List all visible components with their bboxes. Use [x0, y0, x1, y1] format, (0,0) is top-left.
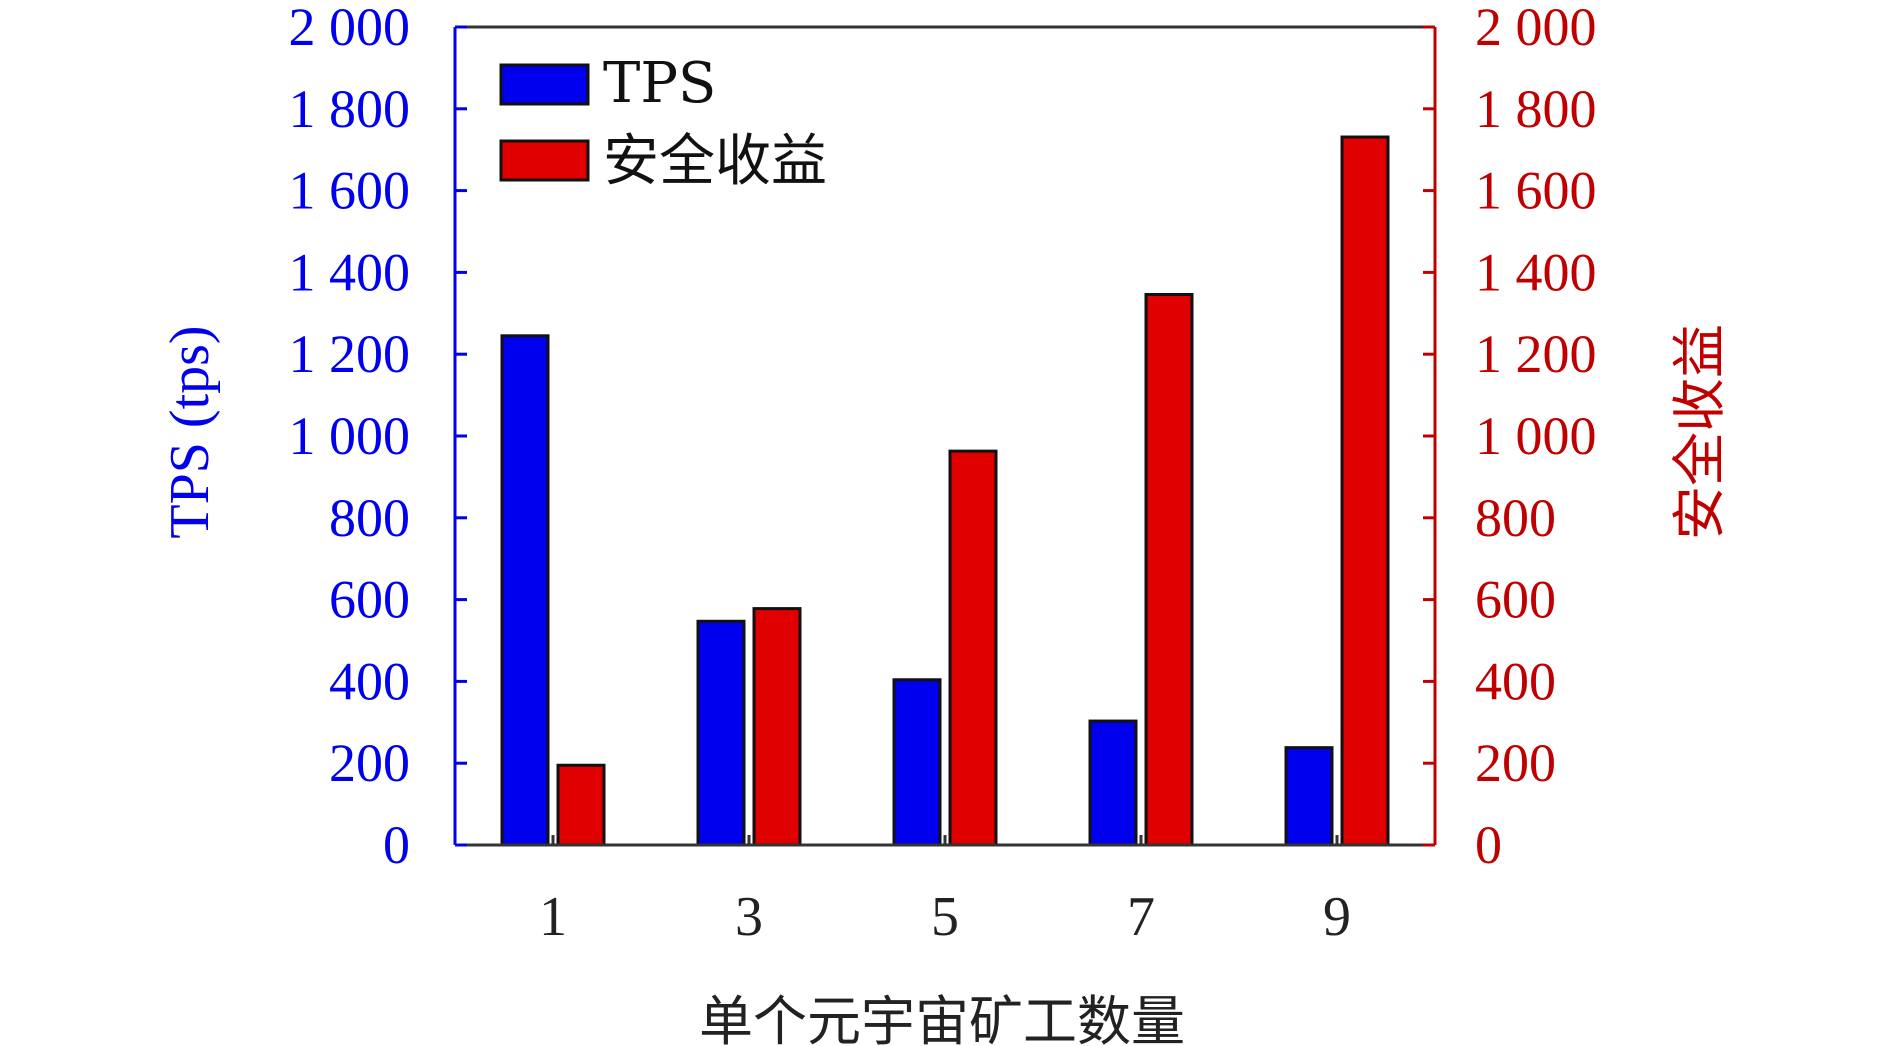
y-left-tick-label: 1 400 [289, 242, 411, 302]
bar-tps-9 [1284, 746, 1334, 847]
y-axis-right-title: 安全收益 [1668, 324, 1731, 540]
y-left-tick-label: 600 [329, 570, 410, 630]
y-right-tick-label: 800 [1475, 488, 1556, 548]
bar-security-5 [948, 449, 998, 847]
axes-layer [453, 25, 1437, 847]
legend: TPS 安全收益 [499, 51, 827, 194]
y-right-tick-label: 1 000 [1475, 406, 1597, 466]
y-right-tick-label: 1 400 [1475, 242, 1597, 302]
bar-tps-5 [892, 678, 942, 847]
y-right-tick-label: 0 [1475, 815, 1502, 875]
bar-security-7 [1144, 292, 1194, 847]
x-tick-label-5: 5 [931, 886, 959, 948]
y-right-tick-label: 2 000 [1475, 0, 1597, 57]
y-right-tick-label: 1 200 [1475, 324, 1597, 384]
x-tick-label-9: 9 [1323, 886, 1351, 948]
y-right-tick-label: 600 [1475, 570, 1556, 630]
bar-tps-7 [1088, 719, 1138, 847]
y-left-tick-label: 2 000 [289, 0, 411, 57]
y-axis-left-title: TPS (tps) [159, 325, 221, 538]
legend-label-security: 安全收益 [603, 129, 827, 194]
legend-swatch-security [499, 139, 590, 182]
bars-layer [500, 135, 1390, 847]
bar-security-3 [752, 607, 802, 847]
y-left-tick-label: 1 200 [289, 324, 411, 384]
bar-security-9 [1340, 135, 1390, 847]
y-right-tick-label: 1 600 [1475, 161, 1597, 221]
y-right-tick-label: 200 [1475, 733, 1556, 793]
bar-tps-3 [696, 619, 746, 847]
x-axis-title: 单个元宇宙矿工数量 [699, 990, 1185, 1046]
y-left-tick-label: 400 [329, 651, 410, 711]
bar-security-1 [556, 763, 606, 847]
x-tick-label-3: 3 [735, 886, 763, 948]
ticks-layer: 1 3 5 7 9 0 200 400 600 800 1 000 1 200 1 400 1 600 1 … [289, 0, 1597, 948]
legend-swatch-tps [499, 63, 590, 106]
y-right-tick-label: 400 [1475, 651, 1556, 711]
bar-tps-1 [500, 334, 550, 847]
y-left-tick-label: 1 000 [289, 406, 411, 466]
y-left-tick-label: 200 [329, 733, 410, 793]
y-left-tick-label: 1 800 [289, 79, 411, 139]
x-tick-label-7: 7 [1127, 886, 1155, 948]
y-left-tick-label: 0 [383, 815, 410, 875]
y-left-tick-label: 800 [329, 488, 410, 548]
y-right-tick-label: 1 800 [1475, 79, 1597, 139]
legend-label-tps: TPS [603, 51, 716, 116]
x-tick-label-1: 1 [539, 886, 567, 948]
y-left-tick-label: 1 600 [289, 161, 411, 221]
